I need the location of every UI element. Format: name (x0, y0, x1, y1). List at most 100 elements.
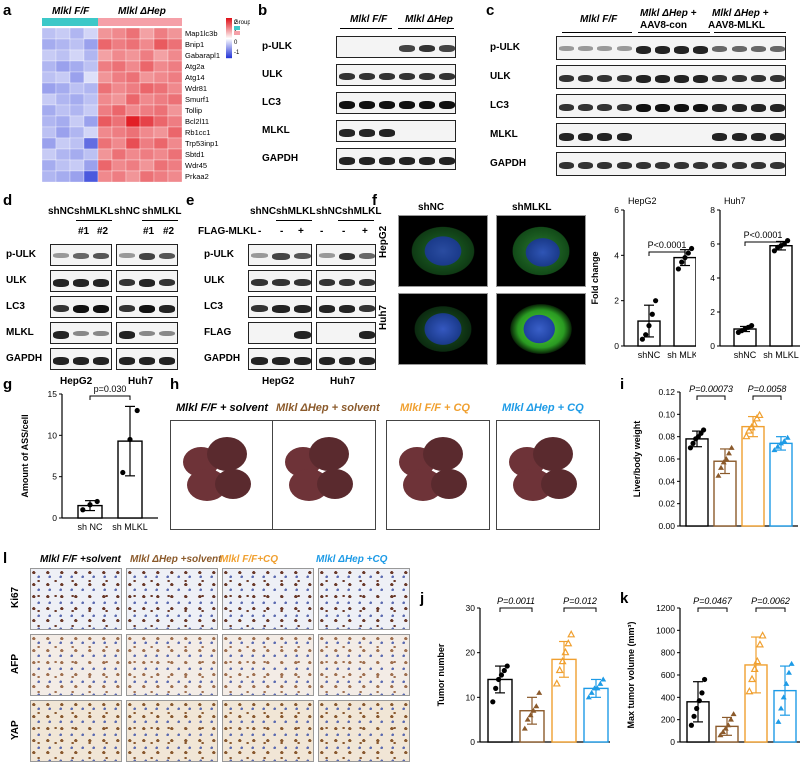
blot-c-bracket (638, 32, 710, 33)
blot-b-band (439, 45, 455, 52)
heatmap-scale-step (226, 54, 232, 56)
data-point (725, 722, 732, 728)
blot-e-strip (248, 322, 312, 344)
blot-c-band (712, 104, 728, 112)
heatmap-scale-step (226, 39, 232, 41)
blot-d-band (159, 331, 175, 337)
blot-b-band (339, 73, 355, 81)
heatmap-cell (55, 71, 71, 84)
panel-letter-k: k (620, 590, 629, 607)
blot-d-col-label: shMLKL (142, 206, 182, 217)
blot-c-band (559, 104, 575, 112)
heatmap-scale-step (226, 49, 232, 51)
blot-b-row-label: LC3 (262, 97, 281, 108)
blot-c-header-hep-mlkl: Mlkl ΔHep + (712, 8, 769, 19)
blot-d-band (119, 331, 135, 339)
p-value-label: P=0.0058 (748, 384, 787, 394)
y-tick-label: 10 (466, 692, 476, 702)
heatmap-cell (153, 60, 169, 73)
p-value-label: p=0.030 (94, 384, 127, 394)
blot-d-sub-label: #1 (143, 226, 155, 237)
heatmap-cell (41, 82, 57, 95)
y-tick-label: 0 (710, 341, 715, 351)
heatmap-cell (97, 38, 113, 51)
blot-c-band (635, 46, 651, 54)
blot-b-band (419, 157, 435, 165)
data-point (702, 676, 708, 683)
ihc-image (126, 634, 218, 696)
blot-c-band (616, 104, 632, 112)
blot-e-band (251, 305, 269, 313)
data-point (747, 422, 756, 431)
heatmap-scale-step (226, 40, 232, 42)
blot-c-band (712, 46, 728, 52)
blot-c-band (693, 104, 709, 112)
p-value-label: P<0.0001 (648, 240, 687, 250)
heatmap-cell (41, 159, 57, 172)
blot-e-band (359, 331, 375, 339)
data-point (687, 445, 693, 451)
blot-e-band (359, 305, 375, 313)
y-tick-label: 600 (661, 670, 675, 680)
data-point (643, 332, 649, 338)
heatmap-cell (111, 137, 127, 150)
blot-d-strip (50, 270, 112, 292)
heatmap-scale-step (226, 35, 232, 37)
blot-d-strip (116, 296, 178, 318)
blot-d-bracket (76, 220, 112, 221)
heatmap-scale-step (226, 57, 232, 59)
blot-b-strip (336, 64, 456, 86)
heatmap-scale-step (226, 43, 232, 45)
blot-d-row-label: LC3 (6, 301, 25, 312)
photo-label: Mlkl F/F + CQ (400, 402, 470, 414)
heatmap-cell (97, 115, 113, 128)
blot-e-strip (248, 270, 312, 292)
y-tick-label: 800 (661, 648, 675, 658)
heatmap-scale-step (226, 51, 232, 53)
data-point (727, 716, 734, 722)
heatmap-cell (83, 82, 99, 95)
data-point (745, 686, 754, 695)
blot-c-band (635, 162, 651, 170)
blot-c-strip (556, 152, 786, 176)
blot-e-sign: + (298, 226, 304, 237)
y-tick-label: 0 (670, 737, 675, 747)
heatmap-cell (55, 82, 71, 95)
blot-c-header-hep-con: Mlkl ΔHep + (640, 8, 697, 19)
heatmap-cell (111, 115, 127, 128)
micro-hepg2-shnc (398, 215, 488, 287)
heatmap-cell (139, 60, 155, 73)
heatmap-gene-label: Bnip1 (185, 40, 204, 49)
y-tick-label: 1000 (656, 625, 675, 635)
blot-e-sign: - (320, 226, 324, 237)
blot-e-row-label: p-ULK (204, 249, 234, 260)
blot-b-bracket (340, 28, 392, 29)
heatmap-group-cell (126, 18, 140, 26)
panel-letter-j: j (420, 590, 425, 607)
ihc-image (222, 568, 314, 630)
blot-b-band (359, 73, 375, 81)
heatmap-cell (167, 126, 183, 139)
heatmap-cell (41, 93, 57, 106)
blot-d-band (53, 279, 69, 287)
data-point (730, 711, 737, 717)
heatmap-cell (83, 126, 99, 139)
data-point (564, 638, 573, 647)
heatmap-cell (167, 49, 183, 62)
chart-fold-change-hepg2: 0 2 4 6 Fold change HepG2 shNC sh MLKL P<0.0001 (590, 196, 696, 360)
heatmap-cell (55, 49, 71, 62)
liver-photo (496, 420, 600, 530)
significance-bracket (744, 241, 782, 246)
heatmap-cell (139, 104, 155, 117)
data-point (749, 323, 755, 329)
data-point (694, 705, 700, 712)
photo-label: Mlkl ΔHep + CQ (502, 402, 584, 414)
significance-bracket (755, 607, 786, 612)
blot-b-row-label: GAPDH (262, 153, 299, 164)
heatmap-scale-step (226, 30, 232, 32)
y-axis-label: Liver/body weight (632, 421, 642, 498)
ihc-col-label: Mlkl F/F+CQ (220, 554, 279, 565)
blot-c-band (693, 162, 709, 170)
heatmap-cell (111, 60, 127, 73)
blot-c-row-label: GAPDH (490, 158, 527, 169)
